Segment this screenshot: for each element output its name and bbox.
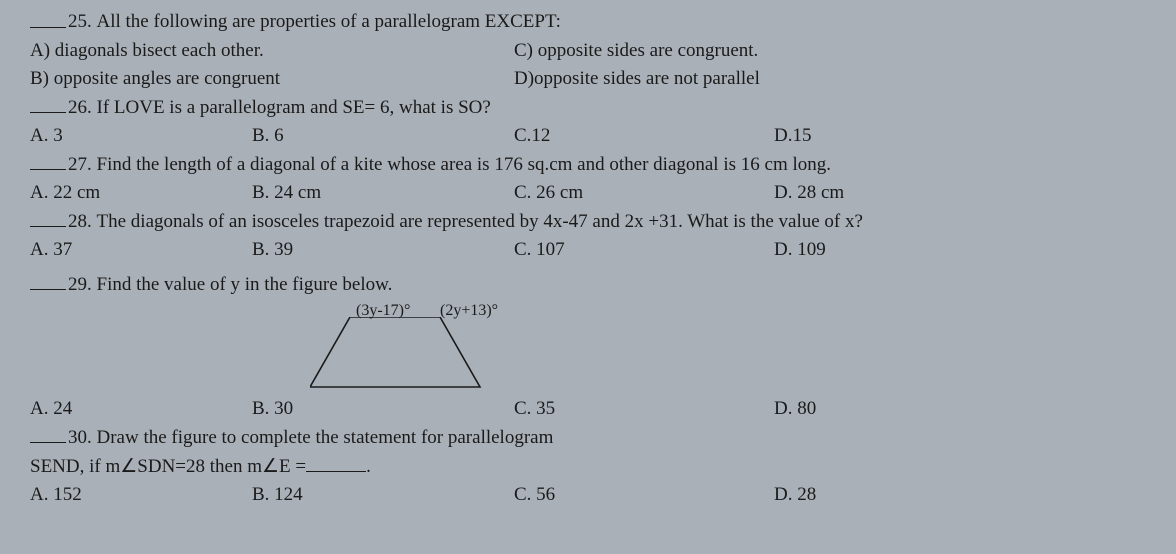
choice-a: A) diagonals bisect each other. [30,37,514,66]
q30-text2b: . [366,456,371,477]
q29-choices: A. 24 B. 30 C. 35 D. 80 [30,395,1146,424]
question-30: 30. Draw the figure to complete the stat… [30,424,1146,453]
question-29: 29. Find the value of y in the figure be… [30,271,1146,300]
question-number: 27. [68,151,92,180]
choice-a: A. 3 [30,122,252,151]
q25-row1: A) diagonals bisect each other. C) oppos… [30,37,1146,66]
choice-d: D)opposite sides are not parallel [514,65,760,94]
question-text: Draw the figure to complete the statemen… [97,424,554,453]
choice-a: A. 152 [30,481,252,510]
question-27: 27. Find the length of a diagonal of a k… [30,151,1146,180]
question-number: 26. [68,94,92,123]
q30-choices: A. 152 B. 124 C. 56 D. 28 [30,481,1146,510]
question-25: 25. All the following are properties of … [30,8,1146,37]
answer-blank[interactable] [30,151,66,171]
question-number: 30. [68,424,92,453]
answer-blank[interactable] [30,424,66,444]
question-text: Find the length of a diagonal of a kite … [97,151,832,180]
question-text: The diagonals of an isosceles trapezoid … [97,208,863,237]
question-28: 28. The diagonals of an isosceles trapez… [30,208,1146,237]
q28-choices: A. 37 B. 39 C. 107 D. 109 [30,236,1146,265]
choice-c: C) opposite sides are congruent. [514,37,758,66]
q27-choices: A. 22 cm B. 24 cm C. 26 cm D. 28 cm [30,179,1146,208]
choice-d: D. 28 [774,481,816,510]
choice-d: D.15 [774,122,811,151]
answer-blank[interactable] [30,208,66,228]
choice-b: B. 39 [252,236,514,265]
fill-blank[interactable] [306,452,366,472]
choice-d: D. 109 [774,236,826,265]
choice-c: C.12 [514,122,774,151]
answer-blank[interactable] [30,271,66,291]
choice-c: C. 26 cm [514,179,774,208]
choice-a: A. 24 [30,395,252,424]
answer-blank[interactable] [30,94,66,114]
q25-row2: B) opposite angles are congruent D)oppos… [30,65,1146,94]
question-26: 26. If LOVE is a parallelogram and SE= 6… [30,94,1146,123]
choice-a: A. 22 cm [30,179,252,208]
choice-c: C. 35 [514,395,774,424]
q30-text2a: SEND, if m∠SDN=28 then m∠E = [30,456,306,477]
q30-line2: SEND, if m∠SDN=28 then m∠E =. [30,452,1146,481]
question-text: If LOVE is a parallelogram and SE= 6, wh… [97,94,491,123]
choice-b: B. 124 [252,481,514,510]
question-number: 25. [68,8,92,37]
choice-b: B) opposite angles are congruent [30,65,514,94]
q26-choices: A. 3 B. 6 C.12 D.15 [30,122,1146,151]
choice-c: C. 56 [514,481,774,510]
trapezoid-figure: (3y-17)° (2y+13)° [310,299,530,395]
choice-d: D. 80 [774,395,816,424]
question-number: 29. [68,271,92,300]
question-number: 28. [68,208,92,237]
choice-a: A. 37 [30,236,252,265]
choice-c: C. 107 [514,236,774,265]
choice-b: B. 24 cm [252,179,514,208]
trapezoid-svg [310,317,490,395]
choice-b: B. 6 [252,122,514,151]
answer-blank[interactable] [30,8,66,28]
question-text: Find the value of y in the figure below. [97,271,393,300]
choice-b: B. 30 [252,395,514,424]
choice-d: D. 28 cm [774,179,844,208]
question-text: All the following are properties of a pa… [97,8,561,37]
